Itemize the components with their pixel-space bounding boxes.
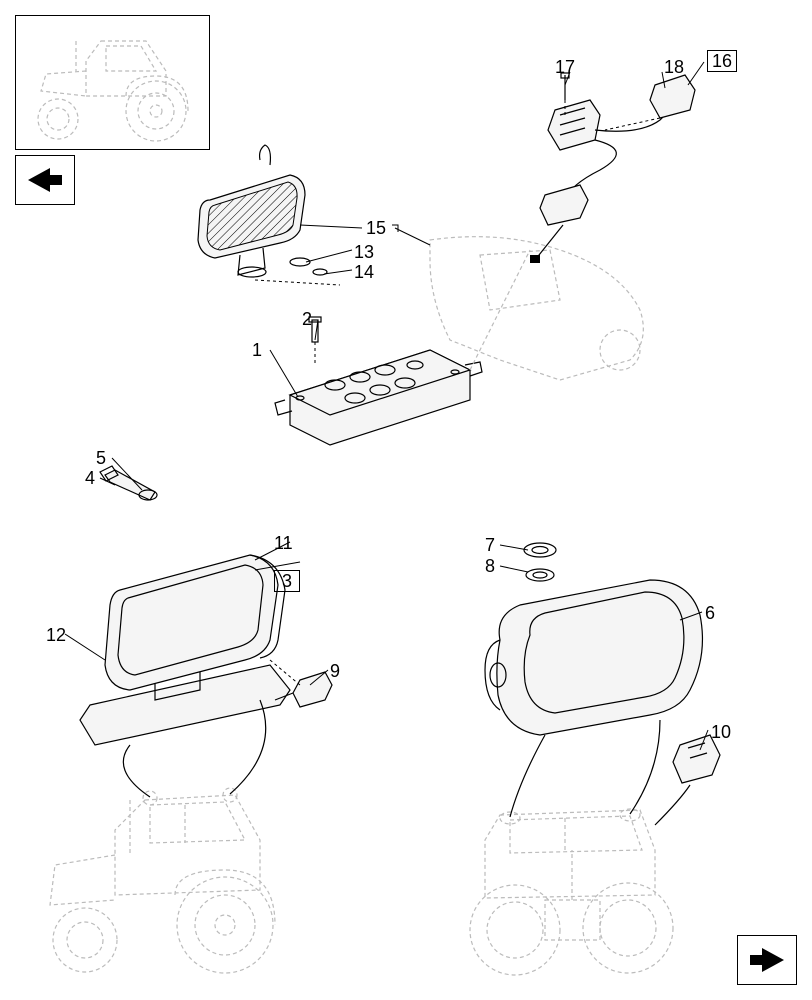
part-washer-7 xyxy=(524,543,556,557)
part-control-box xyxy=(275,317,482,445)
callout-6: 6 xyxy=(705,603,715,624)
callout-11: 11 xyxy=(274,533,293,554)
callout-12: 12 xyxy=(46,625,66,646)
part-front-worklight xyxy=(80,555,290,745)
callout-2: 2 xyxy=(302,309,312,330)
ref-box-16-label: 16 xyxy=(712,51,732,72)
part-connector-assy xyxy=(540,73,695,225)
part-rear-light xyxy=(485,580,702,735)
callout-17: 17 xyxy=(555,57,575,78)
part-bolt xyxy=(100,466,157,500)
callout-7: 7 xyxy=(485,535,495,556)
ref-box-3: 3 xyxy=(274,570,300,592)
callout-5: 5 xyxy=(96,448,106,469)
ref-box-3-label: 3 xyxy=(282,571,292,592)
callout-18: 18 xyxy=(664,57,684,78)
diagram-canvas: 1 2 4 5 6 7 8 9 10 11 12 13 14 15 17 18 … xyxy=(0,0,812,1000)
callout-13: 13 xyxy=(354,242,374,263)
callout-1: 1 xyxy=(252,340,262,361)
ref-box-16: 16 xyxy=(707,50,737,72)
callout-8: 8 xyxy=(485,556,495,577)
callout-15: 15 xyxy=(366,218,386,239)
callout-10: 10 xyxy=(711,722,731,743)
diagram-svg xyxy=(0,0,812,1000)
callout-14: 14 xyxy=(354,262,374,283)
callout-4: 4 xyxy=(85,468,95,489)
tractor-front-sketch xyxy=(50,788,275,973)
callout-9: 9 xyxy=(330,661,340,682)
part-worklamp xyxy=(198,145,305,277)
tractor-rear-sketch xyxy=(470,809,673,975)
part-washer-8 xyxy=(526,569,554,581)
